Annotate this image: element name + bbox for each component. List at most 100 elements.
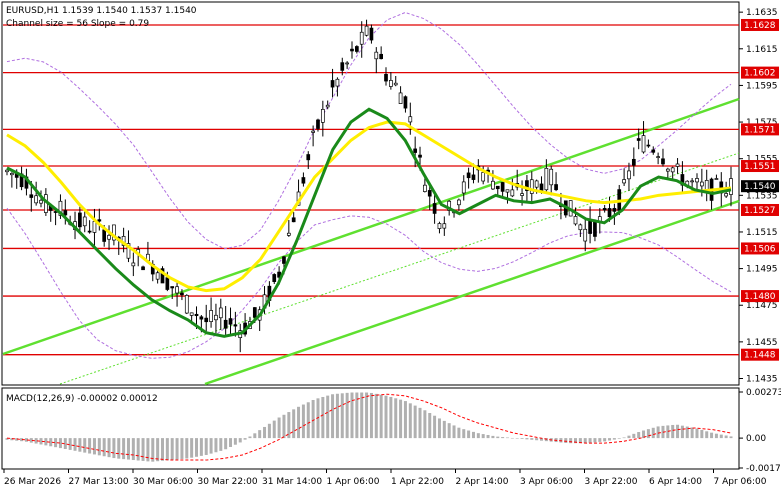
symbol-header: EURUSD,H1 1.1539 1.1540 1.1537 1.1540 [6, 6, 197, 16]
candle-body [729, 178, 733, 195]
candle-body [510, 189, 515, 197]
upper-band-line [6, 11, 732, 250]
moving-averages [6, 107, 732, 338]
candle-body [651, 149, 656, 153]
channel-info: Channel size = 56 Slope = 0.79 [6, 19, 149, 29]
macd-histogram-bar [491, 435, 495, 439]
time-tick-label: 3 Apr 22:00 [585, 477, 638, 487]
macd-histogram-bar [608, 438, 612, 441]
macd-histogram-bar [530, 438, 534, 440]
candle-body [636, 138, 641, 141]
candle-body [87, 230, 92, 233]
price-tick-label: 1.1615 [746, 45, 778, 55]
time-tick-label: 6 Apr 14:00 [649, 477, 702, 487]
candle-body [39, 199, 43, 204]
candle-body [160, 268, 165, 284]
macd-histogram-bar [719, 434, 723, 439]
macd-histogram-bar [131, 438, 135, 461]
time-tick-label: 30 Mar 06:00 [133, 477, 193, 487]
macd-histogram-bar [539, 438, 543, 441]
macd-histogram-bar [156, 438, 160, 462]
macd-tick-label: -0.00177 [746, 464, 781, 474]
candle-body [131, 262, 136, 267]
macd-histogram-bar [437, 418, 441, 439]
candle-body [466, 172, 471, 179]
candle-body [578, 224, 583, 231]
macd-histogram-bar [574, 438, 578, 444]
time-tick-label: 1 Apr 22:00 [391, 477, 444, 487]
candle-body [340, 62, 345, 71]
macd-histogram-bar [646, 429, 650, 439]
macd-histogram-bar [622, 437, 626, 439]
candle-body [627, 170, 631, 180]
time-axis: 26 Mar 2026 27 Mar 13:00 30 Mar 06:00 30 Ma… [3, 469, 767, 487]
macd-histogram-bar [229, 438, 233, 447]
macd-histogram-bar [209, 438, 213, 454]
macd-histogram-bar [710, 432, 714, 439]
level-label-text: 1.1506 [744, 244, 776, 254]
candle-body [665, 168, 670, 172]
macd-histogram-bar [476, 433, 480, 439]
candle-body [481, 172, 486, 182]
candle-body [58, 200, 63, 216]
candle-body [529, 179, 534, 194]
macd-histogram-bar [612, 438, 616, 440]
macd-histogram-bar [510, 437, 514, 439]
macd-histogram-bar [141, 438, 145, 461]
macd-histogram-bar [88, 438, 92, 454]
candle-body [495, 185, 500, 190]
price-axis: 1.16351.16151.15951.15751.15551.15351.15… [739, 8, 778, 385]
macd-histogram-bar [355, 392, 359, 439]
macd-histogram-bar [73, 438, 77, 451]
time-tick-label: 31 Mar 14:00 [262, 477, 322, 487]
macd-histogram-bar [656, 426, 660, 439]
macd-histogram-bar [350, 392, 354, 439]
candle-body [554, 184, 558, 191]
macd-histogram-bar [263, 426, 267, 439]
price-tick-label: 1.1575 [746, 118, 778, 128]
candle-body [189, 312, 194, 316]
candle-body [369, 27, 374, 41]
macd-histogram-bar [5, 438, 9, 440]
candle-body [165, 277, 170, 290]
macd-histogram-bar [92, 438, 96, 455]
candle-body [311, 130, 315, 133]
candle-body [661, 158, 665, 165]
macd-histogram-bar [714, 433, 718, 439]
macd-histogram-bar [126, 438, 130, 460]
macd-histogram-bar [705, 431, 709, 439]
level-label-box [741, 203, 779, 216]
candle-body [155, 272, 160, 280]
macd-histogram-bar [136, 438, 140, 461]
macd-histogram-bar [486, 434, 490, 439]
macd-histogram-bar [190, 438, 194, 458]
candle-body [398, 92, 403, 104]
macd-histogram-bar [24, 438, 28, 442]
candle-body [520, 193, 524, 196]
macd-histogram-bar [253, 433, 257, 439]
price-tick-label: 1.1555 [746, 155, 778, 165]
macd-histogram-bar [569, 438, 573, 444]
time-tick-label: 7 Apr 06:00 [714, 477, 767, 487]
candle-body [612, 207, 617, 212]
macd-histogram-bar [457, 427, 461, 439]
macd-histogram-bar [146, 438, 150, 462]
macd-histogram-bar [83, 438, 87, 453]
price-tick-label: 1.1495 [746, 265, 778, 275]
macd-histogram-bar [204, 438, 208, 455]
candle-body [320, 109, 325, 123]
level-label-box [741, 348, 779, 361]
macd-histogram-bar [311, 399, 315, 439]
candle-body [442, 223, 447, 229]
macd-histogram-bar [44, 438, 48, 446]
candle-body [374, 51, 379, 60]
macd-histogram-bar [340, 393, 344, 439]
macd-histogram-bar [345, 392, 349, 439]
candle-body [272, 274, 277, 282]
candle-body [544, 167, 549, 191]
macd-histogram-bar [326, 395, 330, 439]
candle-body [690, 180, 694, 183]
time-tick-label: 3 Apr 06:00 [520, 477, 573, 487]
candle-body [5, 169, 9, 173]
level-label-box [741, 290, 779, 303]
